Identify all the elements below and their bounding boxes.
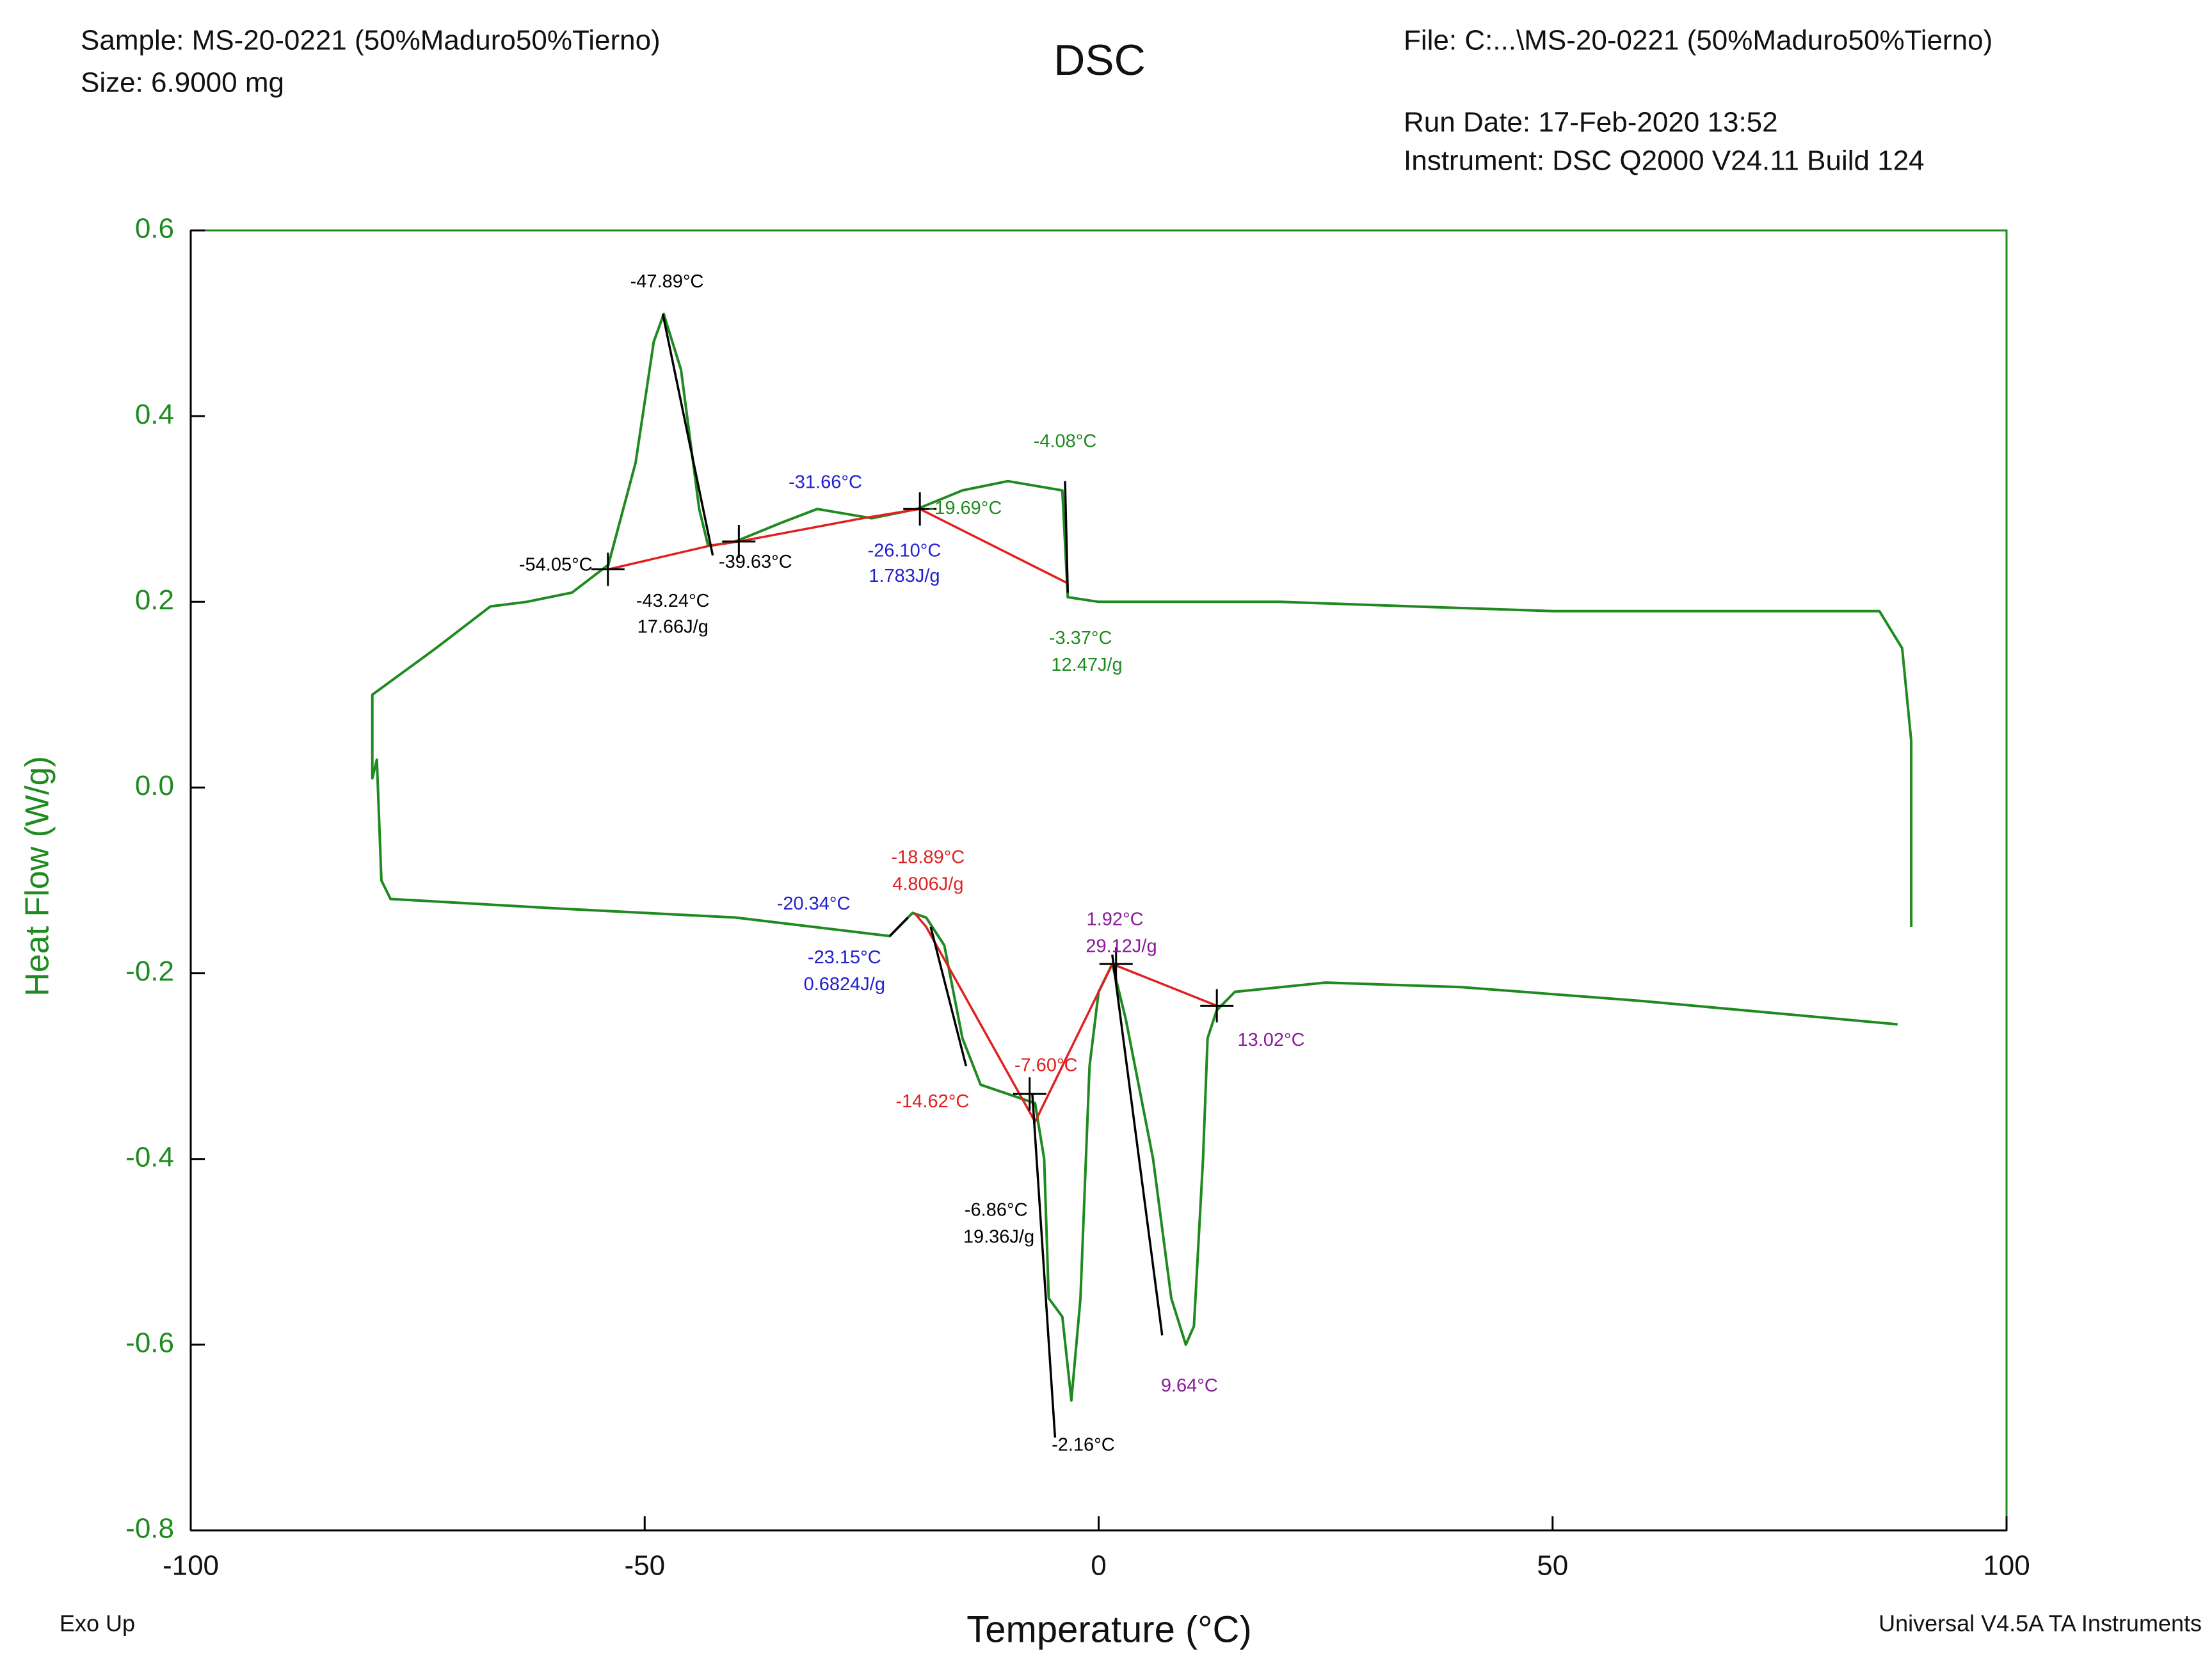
- annotation: -18.89°C: [891, 847, 965, 867]
- y-tick-label: -0.2: [125, 956, 174, 987]
- analysis-line: [929, 926, 968, 1067]
- analysis-line: [1031, 1094, 1057, 1438]
- software-info: Universal V4.5A TA Instruments: [1879, 1610, 2202, 1637]
- size-info: Size: 6.9000 mg: [81, 67, 284, 99]
- annotation: -6.86°C: [965, 1200, 1028, 1221]
- annotation: 29.12J/g: [1086, 936, 1157, 957]
- x-tick-label: -100: [163, 1550, 219, 1582]
- annotation: -14.62°C: [896, 1091, 970, 1112]
- analysis-marker: [1200, 989, 1234, 1023]
- y-axis-title: Heat Flow (W/g): [19, 756, 56, 997]
- x-axis-title: Temperature (°C): [966, 1608, 1251, 1650]
- annotation: -39.63°C: [719, 552, 792, 572]
- annotation: 1.92°C: [1087, 910, 1144, 930]
- analysis-line: [1111, 954, 1164, 1336]
- x-tick-label: -50: [624, 1550, 665, 1582]
- annotation: -3.37°C: [1049, 628, 1112, 648]
- annotation: -20.34°C: [777, 894, 851, 914]
- annotation: -4.08°C: [1034, 431, 1097, 451]
- annotation: 4.806J/g: [892, 874, 963, 894]
- y-tick-label: -0.8: [125, 1513, 174, 1544]
- analysis-line: [608, 508, 1069, 584]
- y-tick-label: 0.2: [135, 584, 174, 616]
- chart-title: DSC: [1054, 36, 1146, 84]
- y-tick-label: 0.4: [135, 399, 174, 430]
- y-tick-label: 0.6: [135, 213, 174, 245]
- annotation: -47.89°C: [630, 271, 704, 292]
- sample-info: Sample: MS-20-0221 (50%Maduro50%Tierno): [81, 25, 661, 56]
- x-tick-label: 100: [1983, 1550, 2030, 1582]
- annotation: 1.783J/g: [869, 566, 940, 586]
- y-tick-label: 0.0: [135, 770, 174, 801]
- instrument-info: Instrument: DSC Q2000 V24.11 Build 124: [1404, 145, 1925, 177]
- heat-flow-curve: [371, 312, 1913, 1402]
- annotation: -2.16°C: [1052, 1435, 1115, 1455]
- annotation: 17.66J/g: [637, 617, 709, 638]
- annotation: -23.15°C: [808, 947, 881, 968]
- analysis-marker: [903, 492, 937, 526]
- exo-label: Exo Up: [60, 1610, 135, 1637]
- annotation: 0.6824J/g: [804, 974, 885, 995]
- analysis-line: [888, 917, 909, 937]
- y-tick-label: -0.6: [125, 1327, 174, 1358]
- annotation: -19.69°C: [929, 498, 1002, 518]
- annotation: 19.36J/g: [963, 1227, 1034, 1247]
- x-tick-label: 0: [1091, 1550, 1106, 1582]
- annotation: -54.05°C: [519, 554, 593, 575]
- x-tick-label: 50: [1537, 1550, 1568, 1582]
- file-info: File: C:...\MS-20-0221 (50%Maduro50%Tier…: [1404, 25, 1992, 56]
- annotation: 13.02°C: [1237, 1030, 1304, 1050]
- annotation: 12.47J/g: [1051, 655, 1122, 675]
- analysis-line: [1064, 481, 1070, 593]
- analysis-marker: [722, 524, 756, 558]
- analysis-marker: [1099, 947, 1133, 981]
- analysis-marker: [1013, 1077, 1046, 1111]
- annotation: 9.64°C: [1161, 1375, 1218, 1396]
- analysis-marker: [591, 552, 625, 586]
- run-date: Run Date: 17-Feb-2020 13:52: [1404, 107, 1778, 138]
- y-tick-label: -0.4: [125, 1141, 174, 1173]
- annotation: -26.10°C: [868, 541, 942, 561]
- annotation: -7.60°C: [1014, 1055, 1078, 1075]
- annotation: -31.66°C: [789, 472, 862, 492]
- annotation: -43.24°C: [636, 591, 710, 611]
- analysis-line: [661, 314, 714, 556]
